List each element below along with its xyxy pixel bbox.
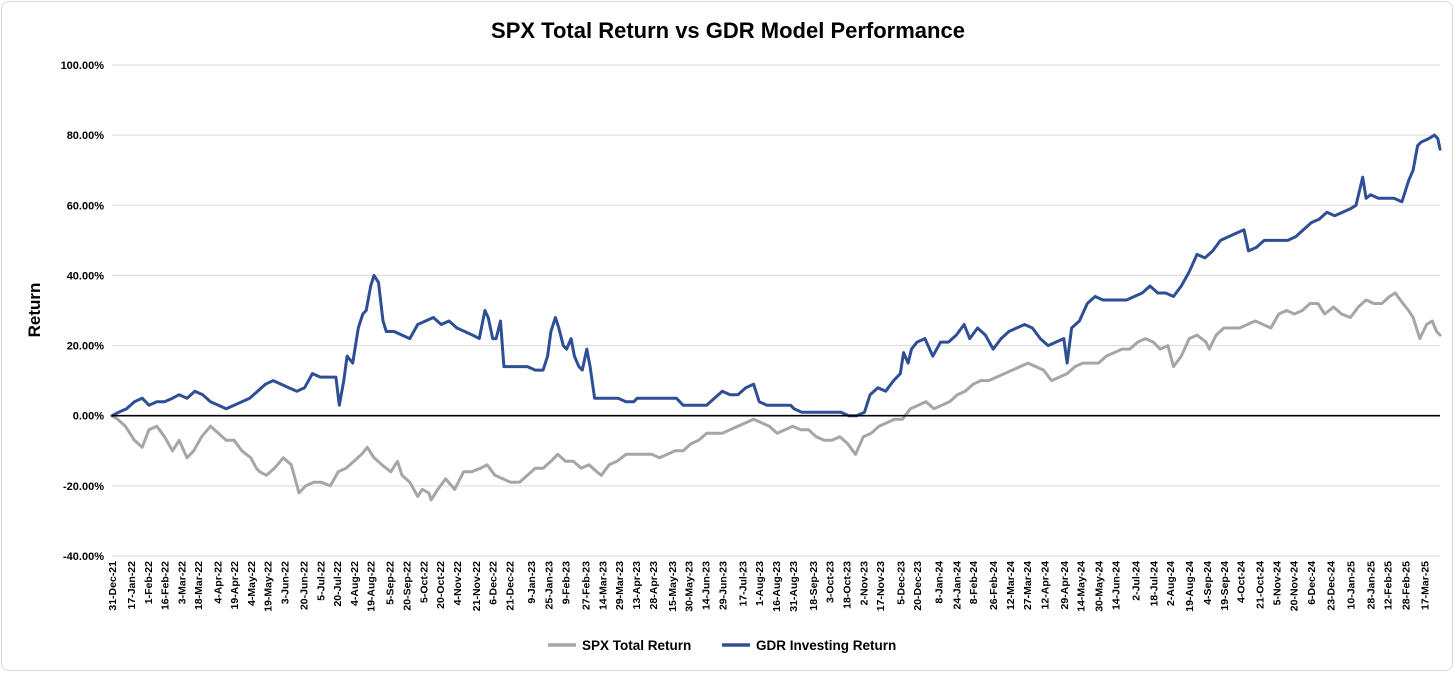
x-tick-label: 27-Feb-23 xyxy=(581,561,593,610)
x-tick-label: 29-Jun-23 xyxy=(717,561,729,610)
x-tick-label: 19-Sep-24 xyxy=(1219,561,1231,611)
x-tick-label: 4-Aug-22 xyxy=(349,561,361,606)
x-tick-label: 12-Apr-24 xyxy=(1040,561,1052,610)
x-tick-label: 16-Feb-22 xyxy=(160,561,172,610)
x-tick-label: 28-Apr-23 xyxy=(648,561,660,610)
x-tick-label: 29-Apr-24 xyxy=(1059,561,1071,610)
x-tick-label: 3-Mar-22 xyxy=(176,561,188,604)
y-tick-label: 20.00% xyxy=(67,341,105,353)
y-tick-label: 60.00% xyxy=(67,200,105,212)
x-tick-label: 4-Nov-22 xyxy=(452,561,464,606)
x-tick-label: 28-Jan-25 xyxy=(1366,561,1378,610)
x-tick-label: 21-Nov-22 xyxy=(471,561,483,611)
x-tick-label: 20-Dec-23 xyxy=(912,561,924,611)
x-tick-label: 8-Feb-24 xyxy=(968,561,980,604)
x-tick-label: 13-Apr-23 xyxy=(631,561,643,610)
y-axis-ticks: 100.00% 80.00% 60.00% 40.00% 20.00% 0.00% -20.… xyxy=(61,60,105,563)
series-lines xyxy=(110,133,1442,502)
x-tick-label: 1-Feb-22 xyxy=(143,561,155,604)
x-tick-label: 31-Dec-21 xyxy=(107,561,119,611)
y-tick-label: 80.00% xyxy=(67,130,105,142)
x-tick-label: 31-Aug-23 xyxy=(788,561,800,612)
x-tick-label: 14-May-24 xyxy=(1076,561,1088,612)
x-tick-label: 8-Jan-24 xyxy=(933,561,945,604)
x-tick-label: 16-Aug-23 xyxy=(771,561,783,612)
x-tick-label: 4-May-22 xyxy=(246,561,258,606)
series-line-1 xyxy=(110,291,1442,502)
x-tick-label: 14-Jun-23 xyxy=(700,561,712,610)
x-tick-label: 9-Jan-23 xyxy=(526,561,538,604)
legend-label: GDR Investing Return xyxy=(756,638,896,653)
x-tick-label: 23-Dec-24 xyxy=(1325,561,1337,611)
x-tick-label: 2-Nov-23 xyxy=(858,561,870,606)
x-tick-label: 20-Jul-22 xyxy=(332,561,344,607)
x-tick-label: 18-Oct-23 xyxy=(842,561,854,609)
x-tick-label: 5-Nov-24 xyxy=(1272,561,1284,606)
x-tick-label: 30-May-24 xyxy=(1093,561,1105,612)
x-tick-label: 12-Mar-24 xyxy=(1005,561,1017,610)
y-tick-label: 40.00% xyxy=(67,270,105,282)
x-tick-label: 17-Mar-25 xyxy=(1419,561,1431,610)
x-tick-label: 5-Dec-23 xyxy=(895,561,907,605)
gridlines xyxy=(112,64,1440,557)
x-tick-label: 3-Jun-22 xyxy=(279,561,291,604)
y-tick-label: -40.00% xyxy=(63,551,104,563)
x-tick-label: 20-Nov-24 xyxy=(1288,561,1300,611)
x-tick-label: 6-Dec-24 xyxy=(1306,561,1318,605)
x-tick-label: 18-Jul-24 xyxy=(1148,561,1160,607)
x-tick-label: 29-Mar-23 xyxy=(614,561,626,610)
x-tick-label: 1-Aug-23 xyxy=(754,561,766,606)
x-tick-label: 12-Feb-25 xyxy=(1382,561,1394,610)
x-tick-label: 20-Sep-22 xyxy=(401,561,413,611)
x-tick-label: 21-Oct-24 xyxy=(1255,561,1267,609)
x-tick-label: 18-Mar-22 xyxy=(193,561,205,610)
series-line-2 xyxy=(110,133,1442,418)
x-tick-label: 30-May-23 xyxy=(684,561,696,612)
legend: SPX Total Return GDR Investing Return xyxy=(548,638,896,653)
x-tick-label: 19-Aug-22 xyxy=(366,561,378,612)
x-tick-label: 5-Sep-22 xyxy=(385,561,397,605)
x-tick-label: 26-Feb-24 xyxy=(988,561,1000,610)
x-tick-label: 10-Jan-25 xyxy=(1345,561,1357,610)
x-tick-label: 5-Oct-22 xyxy=(418,561,430,603)
legend-label: SPX Total Return xyxy=(582,638,691,653)
x-tick-label: 14-Jun-24 xyxy=(1110,561,1122,610)
x-tick-label: 3-Oct-23 xyxy=(825,561,837,603)
x-tick-label: 6-Dec-22 xyxy=(488,561,500,605)
x-tick-label: 19-May-22 xyxy=(263,561,275,612)
x-tick-label: 14-Mar-23 xyxy=(597,561,609,610)
x-axis-ticks: 31-Dec-21 17-Jan-22 1-Feb-22 16-Feb-22 3-Mar… xyxy=(107,561,1431,612)
x-tick-label: 17-Jul-23 xyxy=(737,561,749,607)
y-tick-label: 0.00% xyxy=(73,411,104,423)
x-tick-label: 5-Jul-22 xyxy=(315,561,327,601)
x-tick-label: 28-Feb-25 xyxy=(1400,561,1412,610)
chart-title: SPX Total Return vs GDR Model Performanc… xyxy=(491,18,965,43)
x-tick-label: 25-Jan-23 xyxy=(544,561,556,610)
x-tick-label: 4-Apr-22 xyxy=(212,561,224,604)
x-tick-label: 24-Jan-24 xyxy=(951,561,963,610)
x-tick-label: 2-Jul-24 xyxy=(1130,561,1142,601)
x-tick-label: 27-Mar-24 xyxy=(1022,561,1034,610)
y-tick-label: -20.00% xyxy=(63,481,104,493)
y-tick-label: 100.00% xyxy=(61,60,105,72)
y-axis-title: Return xyxy=(25,283,44,338)
x-tick-label: 20-Jun-22 xyxy=(298,561,310,610)
x-tick-label: 18-Sep-23 xyxy=(808,561,820,611)
x-tick-label: 21-Dec-22 xyxy=(505,561,517,611)
x-tick-label: 2-Aug-24 xyxy=(1165,561,1177,606)
x-tick-label: 19-Aug-24 xyxy=(1184,561,1196,612)
x-tick-label: 17-Nov-23 xyxy=(875,561,887,611)
x-tick-label: 9-Feb-23 xyxy=(560,561,572,604)
x-tick-label: 15-May-23 xyxy=(667,561,679,612)
x-tick-label: 4-Sep-24 xyxy=(1202,561,1214,605)
x-tick-label: 20-Oct-22 xyxy=(435,561,447,609)
x-tick-label: 4-Oct-24 xyxy=(1236,561,1248,603)
x-tick-label: 17-Jan-22 xyxy=(126,561,138,610)
x-tick-label: 19-Apr-22 xyxy=(229,561,241,610)
